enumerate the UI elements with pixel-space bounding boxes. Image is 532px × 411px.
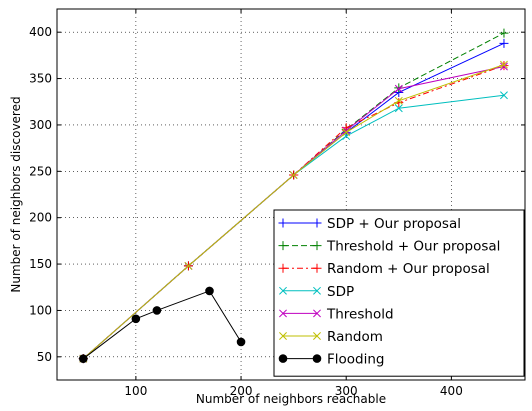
x-tick-label: 300 xyxy=(335,384,358,398)
legend-label-sdp: SDP xyxy=(327,284,354,300)
legend-label-random-our-proposal: Random + Our proposal xyxy=(327,261,490,277)
data-point-flooding xyxy=(131,314,141,324)
y-tick-label: 300 xyxy=(29,118,52,132)
data-point-flooding xyxy=(78,354,88,363)
series-line-random xyxy=(82,64,505,360)
data-point-sdp xyxy=(394,104,403,113)
data-point-sdp-our-proposal xyxy=(499,38,509,48)
legend-marker-random xyxy=(279,332,287,340)
x-axis-label: Number of neighbors reachable xyxy=(196,392,386,406)
y-tick-label: 150 xyxy=(29,257,52,271)
legend-marker-random-our-proposal xyxy=(278,263,288,273)
y-tick-label: 250 xyxy=(29,164,52,178)
data-point-random xyxy=(184,261,193,270)
legend-label-random: Random xyxy=(327,329,383,345)
data-point-threshold xyxy=(500,62,508,71)
x-tick-label: 100 xyxy=(124,384,147,398)
legend-label-threshold-our-proposal: Threshold + Our proposal xyxy=(326,239,500,255)
y-tick-label: 350 xyxy=(29,72,52,86)
data-point-random xyxy=(394,96,403,105)
plot-frame xyxy=(56,8,526,381)
data-point-flooding xyxy=(152,306,162,315)
data-point-random xyxy=(500,60,508,69)
data-point-random xyxy=(289,171,298,179)
series-flooding xyxy=(78,286,246,363)
legend-marker-threshold xyxy=(279,309,287,318)
y-axis-label: Number of neighbors discovered xyxy=(9,96,23,292)
legend-marker-flooding xyxy=(312,354,322,363)
legend-marker-random xyxy=(313,332,321,340)
ticks-layer: 100 200 300 400 50 100 150 200 250 300 350 400 xyxy=(29,9,525,398)
x-tick-label: 400 xyxy=(440,384,463,398)
data-point-threshold-our-proposal xyxy=(499,28,509,38)
legend-marker-sdp xyxy=(313,286,321,295)
y-tick-label: 100 xyxy=(29,303,52,317)
legend-label-flooding: Flooding xyxy=(327,352,384,368)
legend-box xyxy=(273,209,525,377)
series-layer xyxy=(78,28,509,364)
data-point-threshold xyxy=(394,84,403,93)
legend: SDP + Our proposal Threshold + Our propos… xyxy=(273,209,525,377)
y-tick-label: 50 xyxy=(37,350,52,364)
legend-marker-threshold-our-proposal xyxy=(278,241,288,251)
y-tick-label: 400 xyxy=(29,25,52,39)
legend-marker-sdp-our-proposal xyxy=(278,218,288,228)
legend-marker-random-our-proposal xyxy=(312,263,322,273)
data-point-sdp xyxy=(500,91,508,100)
y-tick-label: 200 xyxy=(29,211,52,225)
series-line-flooding xyxy=(82,290,242,360)
legend-label-threshold: Threshold xyxy=(326,306,394,322)
legend-marker-threshold-our-proposal xyxy=(312,241,322,251)
x-tick-label: 200 xyxy=(230,384,253,398)
legend-marker-sdp xyxy=(279,286,287,295)
data-point-flooding xyxy=(205,286,214,296)
data-point-random xyxy=(342,128,351,137)
legend-marker-sdp-our-proposal xyxy=(312,218,322,228)
legend-marker-threshold xyxy=(313,309,321,318)
legend-marker-flooding xyxy=(278,354,288,363)
data-point-flooding xyxy=(236,337,246,347)
series-line-threshold-our-proposal xyxy=(82,32,505,360)
data-point-threshold xyxy=(342,126,351,135)
legend-label-sdp-our-proposal: SDP + Our proposal xyxy=(327,216,461,232)
